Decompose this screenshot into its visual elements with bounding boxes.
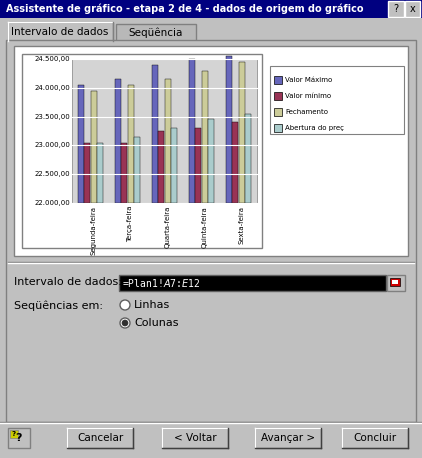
- Bar: [392, 280, 398, 284]
- Bar: [274, 76, 282, 84]
- Bar: [14, 46, 408, 256]
- Bar: [121, 142, 127, 203]
- Text: Segunda-feira: Segunda-feira: [90, 206, 97, 255]
- Circle shape: [120, 300, 130, 310]
- Bar: [78, 85, 84, 203]
- Text: Cancelar: Cancelar: [77, 433, 123, 443]
- Text: Quinta-feira: Quinta-feira: [201, 206, 208, 248]
- Bar: [0, 0, 422, 18]
- Circle shape: [122, 320, 128, 326]
- Bar: [405, 1, 420, 17]
- Bar: [91, 91, 97, 203]
- Bar: [84, 142, 90, 203]
- Text: Assistente de gráfico - etapa 2 de 4 - dados de origem do gráfico: Assistente de gráfico - etapa 2 de 4 - d…: [6, 4, 363, 14]
- Text: Intervalo de dados: Intervalo de dados: [11, 27, 109, 37]
- Bar: [152, 65, 158, 203]
- Bar: [116, 24, 196, 41]
- Bar: [119, 275, 386, 291]
- Text: Valor mínimo: Valor mínimo: [285, 93, 331, 99]
- Bar: [226, 56, 232, 203]
- Bar: [208, 120, 214, 203]
- Text: ?: ?: [16, 433, 22, 443]
- Text: Seqüência: Seqüência: [129, 27, 183, 38]
- Bar: [274, 124, 282, 132]
- Bar: [270, 66, 404, 134]
- Bar: [0, 424, 422, 458]
- Text: 22.000,00: 22.000,00: [34, 200, 70, 206]
- Text: 23.000,00: 23.000,00: [34, 142, 70, 148]
- Bar: [72, 59, 257, 203]
- Text: Concluir: Concluir: [354, 433, 397, 443]
- Bar: [232, 122, 238, 203]
- Text: 24.500,00: 24.500,00: [34, 56, 70, 62]
- Bar: [195, 128, 201, 203]
- Text: x: x: [410, 4, 416, 14]
- Text: Colunas: Colunas: [134, 318, 179, 328]
- Bar: [390, 278, 400, 286]
- Bar: [158, 131, 164, 203]
- Bar: [162, 428, 228, 448]
- Text: Intervalo de dados:: Intervalo de dados:: [14, 277, 122, 287]
- Text: 24.000,00: 24.000,00: [34, 85, 70, 91]
- Bar: [22, 54, 262, 248]
- Text: Quarta-feira: Quarta-feira: [165, 206, 170, 248]
- Bar: [274, 92, 282, 100]
- Bar: [245, 114, 251, 203]
- Text: Linhas: Linhas: [134, 300, 170, 310]
- Bar: [128, 85, 134, 203]
- Text: Valor Máximo: Valor Máximo: [285, 77, 332, 83]
- Text: Seqüências em:: Seqüências em:: [14, 301, 103, 311]
- Bar: [134, 137, 140, 203]
- Bar: [8, 428, 30, 448]
- Bar: [10, 430, 18, 438]
- Text: Abertura do preç: Abertura do preç: [285, 125, 344, 131]
- Bar: [202, 71, 208, 203]
- Circle shape: [120, 318, 130, 328]
- Bar: [165, 79, 171, 203]
- Bar: [342, 428, 408, 448]
- Text: 23.500,00: 23.500,00: [34, 114, 70, 120]
- Text: < Voltar: < Voltar: [174, 433, 216, 443]
- Bar: [97, 142, 103, 203]
- Bar: [388, 1, 404, 17]
- Bar: [67, 428, 133, 448]
- Bar: [6, 40, 416, 422]
- Bar: [8, 22, 113, 41]
- Text: Terça-feira: Terça-feira: [127, 206, 133, 242]
- Bar: [387, 275, 405, 291]
- Bar: [171, 128, 177, 203]
- Bar: [274, 108, 282, 116]
- Bar: [255, 428, 321, 448]
- Bar: [189, 59, 195, 203]
- Bar: [115, 79, 121, 203]
- Text: Sexta-feira: Sexta-feira: [238, 206, 244, 244]
- Text: Fechamento: Fechamento: [285, 109, 328, 115]
- Text: Avançar >: Avançar >: [261, 433, 315, 443]
- Text: =Plan1!$A$7:$E$12: =Plan1!$A$7:$E$12: [122, 277, 200, 289]
- Text: ?: ?: [12, 431, 16, 437]
- Text: ?: ?: [393, 4, 398, 14]
- Bar: [239, 62, 245, 203]
- Text: 22.500,00: 22.500,00: [34, 171, 70, 177]
